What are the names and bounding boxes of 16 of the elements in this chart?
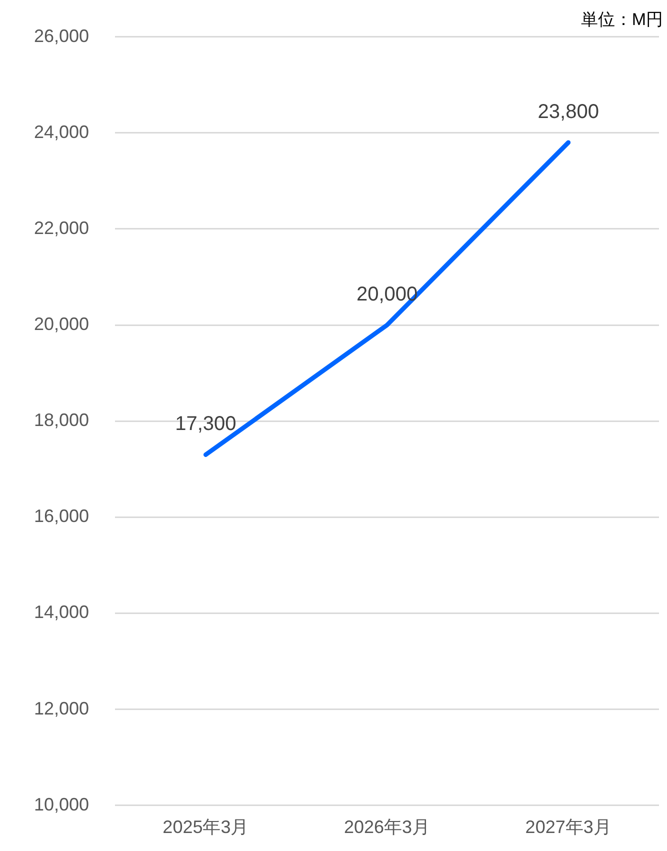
x-tick-label: 2027年3月 (525, 817, 612, 838)
y-tick-label: 18,000 (34, 410, 90, 430)
y-tick-label: 20,000 (34, 314, 90, 334)
y-tick-label: 14,000 (34, 602, 90, 622)
x-tick-label: 2025年3月 (162, 817, 249, 838)
data-label: 20,000 (356, 284, 418, 306)
text: 単位：M円 (580, 9, 663, 31)
x-tick-label: 2026年3月 (344, 817, 430, 838)
y-tick-label: 26,000 (34, 26, 90, 46)
y-tick-label: 24,000 (34, 122, 90, 142)
data-label: 17,300 (175, 413, 236, 436)
data-label: 23,800 (538, 101, 599, 123)
y-tick-label: 16,000 (34, 506, 90, 526)
y-tick-label: 10,000 (34, 794, 90, 814)
y-tick-label: 22,000 (34, 218, 90, 238)
y-tick-label: 12,000 (34, 698, 90, 718)
